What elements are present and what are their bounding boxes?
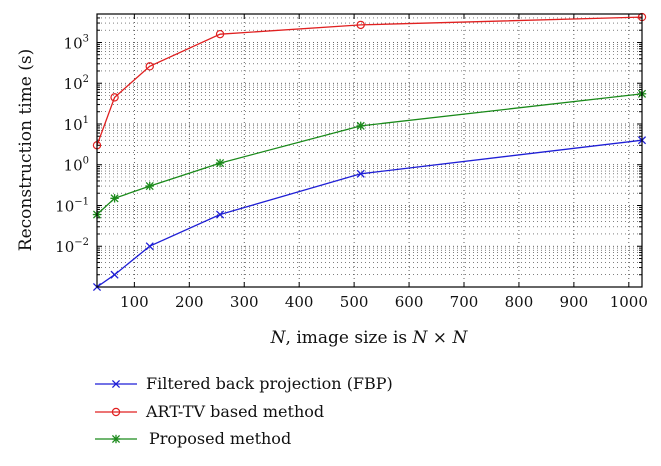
data-point-series-0: [216, 210, 225, 219]
data-point-series-2: [110, 194, 119, 203]
y-tick-label: 100: [64, 156, 89, 175]
data-point-series-0: [356, 169, 365, 178]
x-tick-label: 900: [560, 293, 589, 311]
data-point-series-1: [110, 93, 119, 102]
series-group: [92, 12, 647, 292]
x-tick-label: 700: [450, 293, 479, 311]
legend-marker-2: [111, 434, 121, 444]
data-point-series-2: [215, 158, 225, 168]
x-tick-labels: 100 200 300 400 500 600 700 800 900 1000: [120, 293, 648, 311]
marker-stroke: [111, 379, 121, 389]
x-tick-label: 200: [175, 293, 204, 311]
data-point-series-1: [215, 29, 225, 39]
series-line-0: [96, 139, 643, 288]
x-tick-label: 500: [340, 293, 369, 311]
y-tick-label: 103: [64, 33, 89, 52]
series-line-1: [96, 16, 643, 146]
x-tick-label: 400: [285, 293, 314, 311]
marker-stroke: [110, 270, 119, 279]
legend-label-1: ART-TV based method: [145, 402, 324, 421]
legend-label-2: Proposed method: [149, 429, 291, 448]
x-tick-label: 800: [505, 293, 534, 311]
data-point-series-0: [145, 242, 154, 251]
x-axis-label-mid: , image size is: [286, 328, 413, 348]
x-axis-label-n2: N: [412, 328, 429, 348]
x-axis-label: N, image size is N × N: [270, 328, 469, 348]
marker-stroke: [216, 210, 225, 219]
marker-stroke: [145, 242, 154, 251]
data-point-series-2: [145, 181, 154, 191]
marker-stroke: [356, 169, 365, 178]
legend-marker-1: [111, 407, 121, 417]
y-tick-label: 10−1: [55, 196, 89, 215]
data-point-series-2: [356, 121, 365, 131]
plot-frame: [96, 13, 643, 288]
data-point-series-1: [145, 62, 154, 71]
x-tick-label: 600: [395, 293, 424, 311]
legend-marker-0: [111, 379, 121, 389]
y-tick-label: 101: [64, 115, 89, 134]
data-point-series-1: [356, 20, 365, 30]
legend: Filtered back projection (FBP) ART-TV bas…: [95, 374, 393, 448]
x-tick-label: 1000: [610, 293, 648, 311]
y-tick-labels: 10−2 10−1 100 101 102 103: [55, 33, 89, 256]
y-tick-label: 10−2: [55, 237, 89, 256]
y-tick-label: 102: [64, 74, 89, 93]
x-axis-label-times: ×: [427, 328, 452, 348]
y-axis-label: Reconstruction time (s): [16, 49, 36, 251]
x-tick-label: 100: [120, 293, 149, 311]
x-axis-label-n1: N: [270, 328, 287, 348]
data-point-series-0: [110, 270, 119, 279]
legend-label-0: Filtered back projection (FBP): [146, 374, 393, 393]
x-tick-label: 300: [230, 293, 259, 311]
x-axis-label-n3: N: [451, 328, 468, 348]
